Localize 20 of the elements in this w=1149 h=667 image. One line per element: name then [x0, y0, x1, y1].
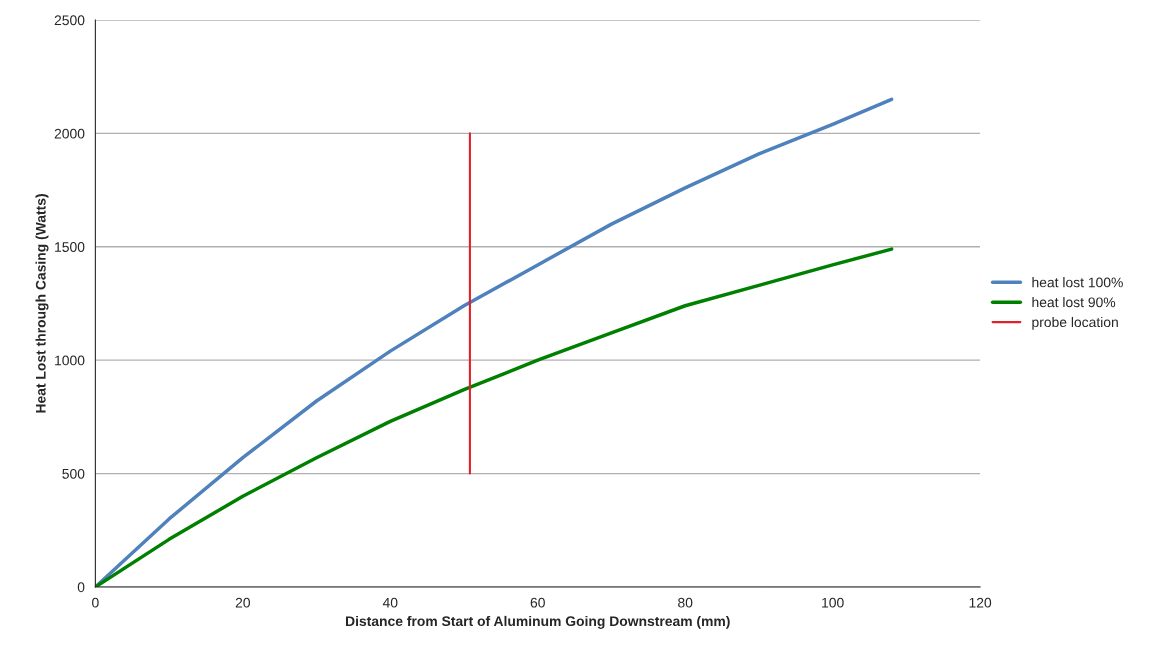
- x-tick-label: 80: [678, 597, 693, 608]
- x-axis-title: Distance from Start of Aluminum Going Downstream (mm): [346, 615, 730, 629]
- legend-label: probe location: [1032, 316, 1118, 330]
- x-tick-label: 40: [382, 597, 398, 608]
- y-tick-label: 0: [77, 582, 85, 593]
- x-tick-label: 100: [822, 597, 844, 608]
- y-tick-label: 500: [62, 468, 85, 479]
- legend-label: heat lost 90%: [1032, 297, 1116, 308]
- line-series: [95, 247, 894, 587]
- y-tick-label: 1000: [55, 355, 85, 366]
- line-series: [95, 97, 894, 587]
- legend-label: heat lost 100%: [1032, 277, 1123, 288]
- y-tick-label: 2000: [54, 128, 85, 139]
- y-tick-label: 2500: [54, 15, 85, 26]
- x-tick-label: 0: [92, 597, 99, 608]
- y-axis-title: Heat Lost through Casing (Watts): [35, 194, 49, 413]
- x-tick-label: 120: [969, 597, 992, 608]
- y-tick-label: 1500: [55, 242, 85, 252]
- x-tick-label: 60: [530, 597, 545, 608]
- x-tick-label: 20: [235, 597, 250, 608]
